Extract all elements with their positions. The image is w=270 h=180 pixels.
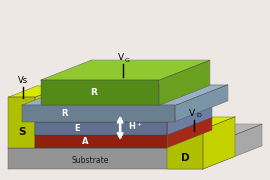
Text: A: A	[82, 137, 89, 146]
Text: Vs: Vs	[18, 76, 28, 85]
Text: H$^+$: H$^+$	[128, 120, 142, 132]
Text: D: D	[196, 113, 201, 118]
Polygon shape	[35, 118, 212, 135]
Polygon shape	[167, 118, 212, 148]
Polygon shape	[22, 85, 228, 105]
Polygon shape	[202, 117, 235, 169]
Polygon shape	[167, 104, 212, 135]
Text: S: S	[18, 127, 25, 138]
Text: R: R	[62, 109, 68, 118]
Polygon shape	[8, 148, 202, 169]
Polygon shape	[176, 85, 228, 122]
Text: V: V	[189, 109, 195, 118]
Polygon shape	[167, 117, 235, 130]
Polygon shape	[40, 80, 159, 105]
Polygon shape	[35, 122, 167, 135]
Text: V: V	[118, 53, 124, 62]
Polygon shape	[40, 60, 210, 80]
Text: G: G	[125, 58, 130, 63]
Polygon shape	[8, 124, 262, 148]
Polygon shape	[35, 135, 167, 148]
Polygon shape	[202, 124, 262, 169]
Text: E: E	[75, 124, 80, 133]
Text: R: R	[90, 88, 97, 97]
Text: Substrate: Substrate	[71, 156, 109, 165]
Polygon shape	[22, 105, 176, 122]
Polygon shape	[35, 86, 65, 148]
Polygon shape	[8, 86, 65, 97]
Polygon shape	[167, 130, 202, 169]
Text: D: D	[181, 153, 189, 163]
Polygon shape	[159, 60, 210, 105]
Polygon shape	[35, 104, 212, 122]
Polygon shape	[8, 97, 35, 148]
